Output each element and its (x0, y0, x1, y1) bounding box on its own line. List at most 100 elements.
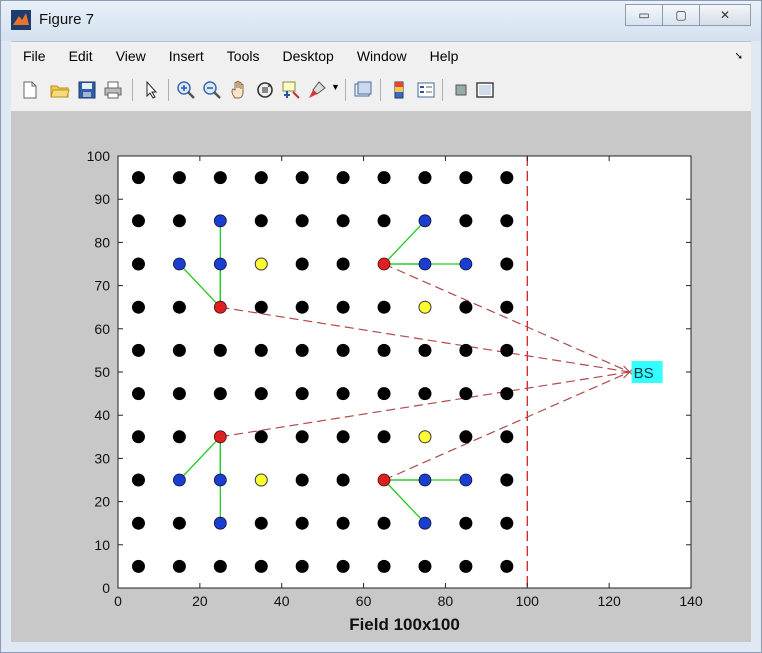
cluster-head-node (213, 300, 227, 314)
menu-help[interactable]: Help (429, 48, 459, 64)
x-tick-label: 140 (679, 593, 703, 609)
title-bar[interactable]: Figure 7 ▭ ▢ ✕ (1, 1, 761, 41)
menu-file[interactable]: File (23, 48, 46, 64)
menu-overflow-icon[interactable]: ➘ (734, 51, 743, 62)
sensor-node (131, 430, 145, 444)
y-tick-label: 60 (94, 321, 110, 337)
sensor-node (131, 387, 145, 401)
x-tick-label: 0 (114, 593, 122, 609)
legend-icon[interactable] (416, 80, 436, 100)
zoom-in-icon[interactable] (176, 80, 196, 100)
sensor-node (377, 171, 391, 185)
sensor-node (213, 171, 227, 185)
sensor-node (336, 171, 350, 185)
sensor-node (131, 343, 145, 357)
x-axis-label: Field 100x100 (349, 615, 460, 634)
sensor-node (295, 171, 309, 185)
pointer-icon[interactable] (141, 80, 161, 100)
menu-desktop[interactable]: Desktop (282, 48, 334, 64)
cluster-head-node (213, 430, 227, 444)
sensor-node (172, 559, 186, 573)
member-link (383, 220, 426, 265)
colorbar-icon[interactable] (389, 80, 409, 100)
sensor-node (172, 430, 186, 444)
sensor-node (172, 516, 186, 530)
sensor-node (459, 171, 473, 185)
zoom-out-icon[interactable] (202, 80, 222, 100)
sensor-node (254, 171, 268, 185)
show-plot-tools-icon[interactable] (475, 80, 495, 100)
sensor-node (459, 343, 473, 357)
y-tick-label: 100 (87, 148, 111, 164)
y-tick-label: 90 (94, 191, 110, 207)
cluster-head-node (377, 473, 391, 487)
toolbar-separator (442, 79, 443, 101)
sensor-node (459, 214, 473, 228)
sensor-node (172, 387, 186, 401)
brush-icon[interactable] (307, 80, 327, 100)
sensor-node (172, 171, 186, 185)
sensor-node (459, 559, 473, 573)
axes-background (117, 155, 692, 589)
sensor-node (254, 559, 268, 573)
member-link (383, 479, 426, 524)
sensor-node (213, 559, 227, 573)
sensor-node (131, 473, 145, 487)
link-plot-icon[interactable] (353, 80, 373, 100)
sensor-node (377, 343, 391, 357)
base-station-box (631, 361, 663, 383)
sensor-node (459, 387, 473, 401)
sensor-node (295, 516, 309, 530)
member-node (418, 516, 432, 530)
save-icon[interactable] (77, 80, 97, 100)
sensor-node (213, 387, 227, 401)
member-node (459, 257, 473, 271)
sensor-node (254, 516, 268, 530)
matlab-icon (11, 10, 31, 30)
x-tick-label: 120 (597, 593, 621, 609)
pan-icon[interactable] (229, 80, 249, 100)
sensor-node (254, 430, 268, 444)
sensor-node (336, 214, 350, 228)
sensor-node (336, 559, 350, 573)
data-cursor-icon[interactable] (281, 80, 301, 100)
sensor-node (500, 559, 514, 573)
minimize-button[interactable]: ▭ (625, 4, 663, 26)
sensor-node (459, 300, 473, 314)
hide-plot-tools-icon[interactable] (451, 80, 471, 100)
sensor-node (418, 559, 432, 573)
member-node (213, 473, 227, 487)
member-node (459, 473, 473, 487)
sensor-node (254, 214, 268, 228)
y-tick-label: 30 (94, 450, 110, 466)
maximize-button[interactable]: ▢ (662, 4, 700, 26)
sensor-node (377, 516, 391, 530)
menu-window[interactable]: Window (356, 48, 407, 64)
yellow-node (418, 300, 432, 314)
scatter-chart[interactable]: BS 0 20 40 60 80 100 120 140 0 10 20 30 40 50 60 70 80 90… (11, 112, 751, 642)
member-node (418, 214, 432, 228)
sensor-node (418, 171, 432, 185)
sensor-node (131, 300, 145, 314)
menu-tools[interactable]: Tools (226, 48, 260, 64)
figure-toolbar: ▼ (11, 69, 751, 112)
member-link (178, 436, 221, 481)
sensor-node (131, 171, 145, 185)
close-button[interactable]: ✕ (699, 4, 751, 26)
sensor-node (377, 387, 391, 401)
sensor-node (336, 343, 350, 357)
sensor-node (131, 214, 145, 228)
rotate-3d-icon[interactable] (255, 80, 275, 100)
sensor-node (172, 300, 186, 314)
menu-view[interactable]: View (115, 48, 146, 64)
new-figure-icon[interactable] (20, 80, 40, 100)
print-icon[interactable] (103, 80, 123, 100)
sensor-node (336, 387, 350, 401)
close-icon: ✕ (719, 8, 731, 22)
sensor-node (500, 300, 514, 314)
open-file-icon[interactable] (50, 80, 70, 100)
ch-to-bs-link (383, 371, 630, 481)
menu-edit[interactable]: Edit (68, 48, 93, 64)
menu-insert[interactable]: Insert (168, 48, 204, 64)
dropdown-arrow-icon[interactable]: ▼ (331, 82, 340, 92)
